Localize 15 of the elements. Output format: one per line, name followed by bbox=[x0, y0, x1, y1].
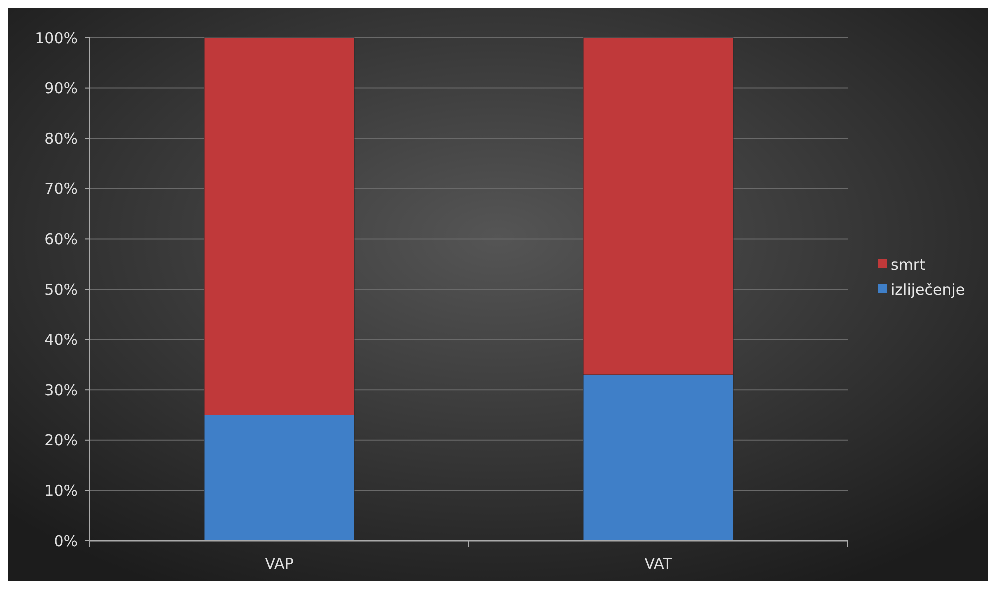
y-tick-label: 10% bbox=[44, 482, 78, 500]
y-tick-label: 70% bbox=[44, 180, 78, 198]
legend-label: izliječenje bbox=[891, 280, 966, 299]
y-tick-label: 80% bbox=[44, 130, 78, 148]
x-tick-label: VAT bbox=[644, 555, 674, 573]
y-tick-label: 60% bbox=[44, 230, 78, 248]
text: smrt bbox=[891, 256, 926, 274]
y-tick-label: 0% bbox=[54, 532, 78, 550]
y-tick-label: 50% bbox=[44, 280, 78, 299]
x-tick-label: VAP bbox=[265, 555, 294, 573]
y-tick-label: 90% bbox=[44, 80, 78, 98]
y-tick-label: 100% bbox=[35, 29, 78, 48]
y-tick-label: 20% bbox=[44, 432, 78, 450]
y-tick-label: 40% bbox=[44, 331, 78, 350]
y-tick-label: 30% bbox=[44, 381, 78, 400]
